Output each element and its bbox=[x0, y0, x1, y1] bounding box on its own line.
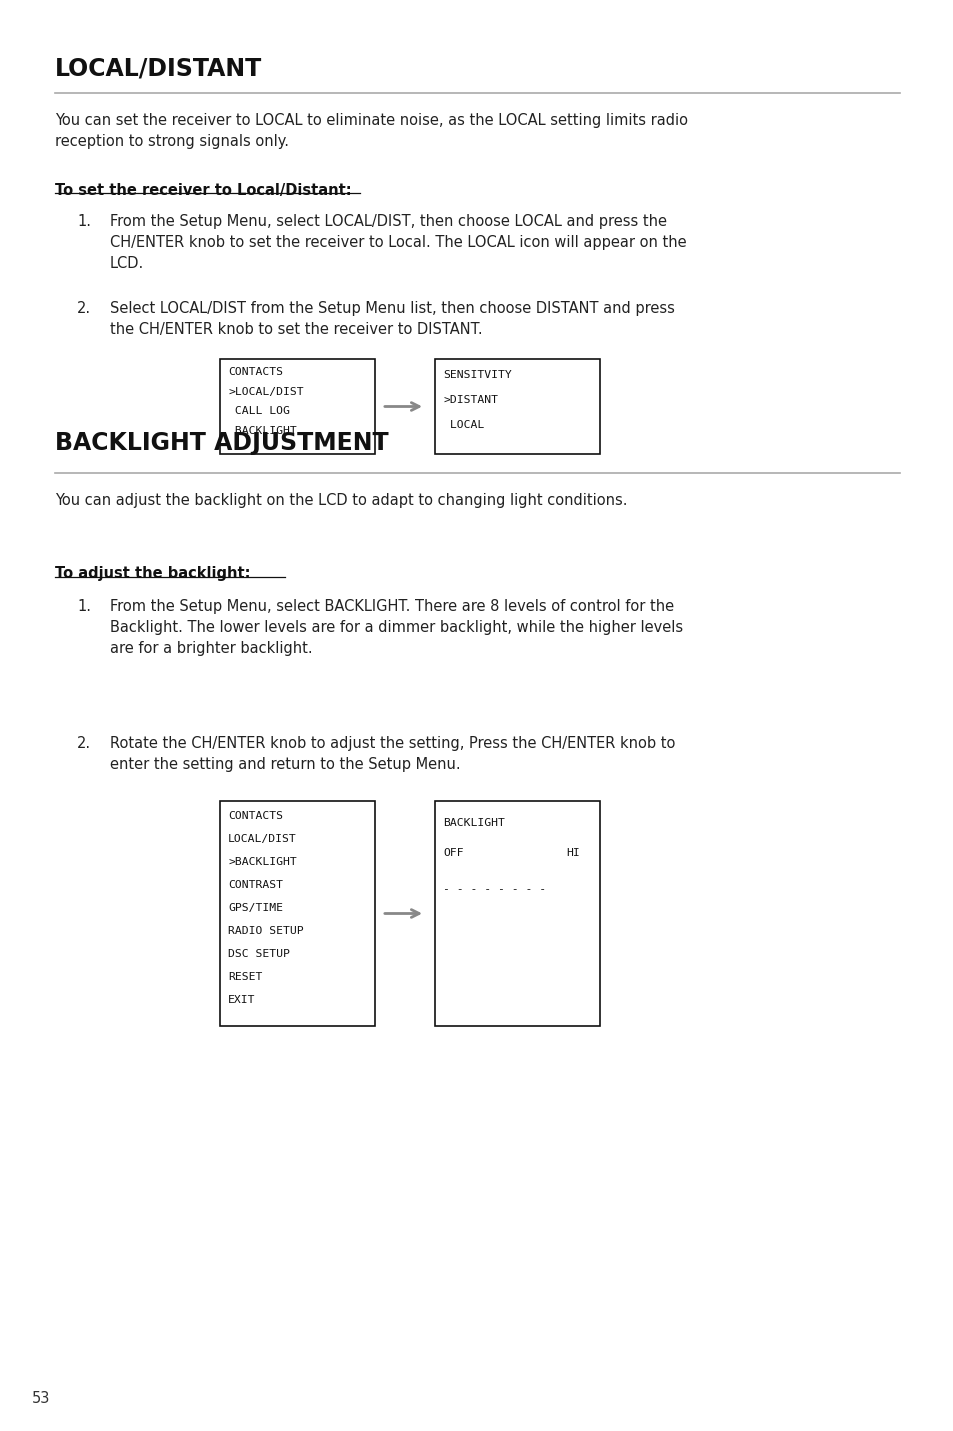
Text: 2.: 2. bbox=[77, 301, 91, 316]
Text: >LOCAL/DIST: >LOCAL/DIST bbox=[228, 386, 303, 396]
Text: From the Setup Menu, select BACKLIGHT. There are 8 levels of control for the
Bac: From the Setup Menu, select BACKLIGHT. T… bbox=[110, 600, 682, 655]
FancyBboxPatch shape bbox=[435, 801, 599, 1026]
Text: CONTACTS: CONTACTS bbox=[228, 811, 283, 821]
Text: SENSITVITY: SENSITVITY bbox=[442, 371, 511, 381]
Text: To set the receiver to Local/Distant:: To set the receiver to Local/Distant: bbox=[55, 183, 352, 197]
Text: From the Setup Menu, select LOCAL/DIST, then choose LOCAL and press the
CH/ENTER: From the Setup Menu, select LOCAL/DIST, … bbox=[110, 215, 686, 270]
Text: LOCAL: LOCAL bbox=[442, 421, 484, 431]
Text: HI: HI bbox=[566, 849, 579, 859]
Text: CALL LOG: CALL LOG bbox=[228, 406, 290, 416]
Text: >DISTANT: >DISTANT bbox=[442, 395, 497, 405]
Text: GPS/TIME: GPS/TIME bbox=[228, 903, 283, 913]
FancyBboxPatch shape bbox=[220, 801, 375, 1026]
Text: LOCAL/DISTANT: LOCAL/DISTANT bbox=[55, 56, 262, 80]
FancyBboxPatch shape bbox=[435, 359, 599, 454]
Text: Select LOCAL/DIST from the Setup Menu list, then choose DISTANT and press
the CH: Select LOCAL/DIST from the Setup Menu li… bbox=[110, 301, 674, 336]
Text: RESET: RESET bbox=[228, 972, 262, 982]
Text: DSC SETUP: DSC SETUP bbox=[228, 949, 290, 959]
Text: To adjust the backlight:: To adjust the backlight: bbox=[55, 567, 251, 581]
FancyBboxPatch shape bbox=[220, 359, 375, 454]
Text: You can set the receiver to LOCAL to eliminate noise, as the LOCAL setting limit: You can set the receiver to LOCAL to eli… bbox=[55, 113, 687, 149]
Text: LOCAL/DIST: LOCAL/DIST bbox=[228, 834, 296, 844]
Text: BACKLIGHT: BACKLIGHT bbox=[442, 819, 504, 829]
Text: >BACKLIGHT: >BACKLIGHT bbox=[228, 857, 296, 867]
Text: 1.: 1. bbox=[77, 600, 91, 614]
Text: 2.: 2. bbox=[77, 736, 91, 751]
Text: CONTACTS: CONTACTS bbox=[228, 366, 283, 376]
Text: - - - - - - - -: - - - - - - - - bbox=[442, 884, 545, 894]
Text: RADIO SETUP: RADIO SETUP bbox=[228, 926, 303, 936]
Text: BACKLIGHT ADJUSTMENT: BACKLIGHT ADJUSTMENT bbox=[55, 431, 388, 455]
Text: BACKLIGHT: BACKLIGHT bbox=[228, 426, 296, 436]
Text: 53: 53 bbox=[32, 1391, 51, 1407]
Text: You can adjust the backlight on the LCD to adapt to changing light conditions.: You can adjust the backlight on the LCD … bbox=[55, 494, 627, 508]
Text: EXIT: EXIT bbox=[228, 995, 255, 1005]
Text: CONTRAST: CONTRAST bbox=[228, 880, 283, 890]
Text: 1.: 1. bbox=[77, 215, 91, 229]
Text: OFF: OFF bbox=[442, 849, 463, 859]
Text: Rotate the CH/ENTER knob to adjust the setting, Press the CH/ENTER knob to
enter: Rotate the CH/ENTER knob to adjust the s… bbox=[110, 736, 675, 771]
